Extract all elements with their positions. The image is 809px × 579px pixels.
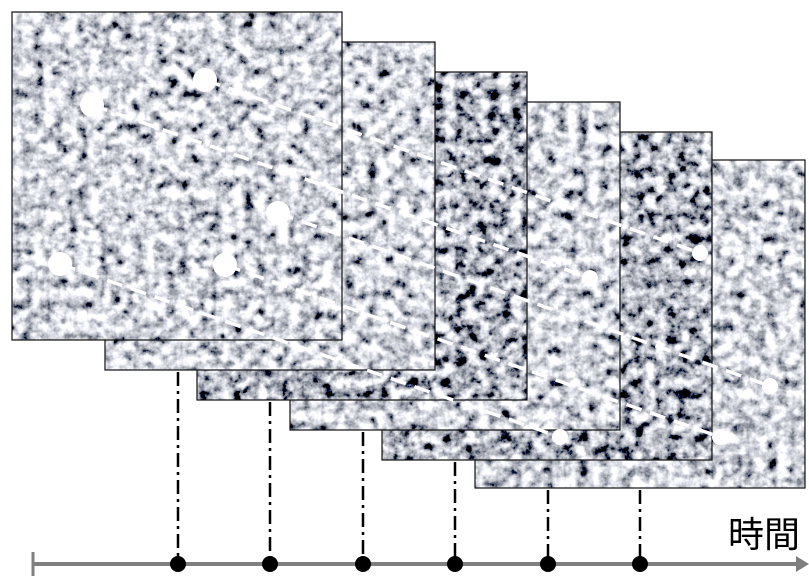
axis-arrow bbox=[796, 556, 809, 572]
point bbox=[692, 245, 708, 261]
track-line bbox=[277, 211, 771, 388]
track-line bbox=[224, 263, 721, 439]
point bbox=[712, 429, 728, 445]
point bbox=[193, 68, 217, 92]
frame-border bbox=[11, 11, 343, 341]
time-point bbox=[170, 556, 186, 572]
time-point bbox=[262, 556, 278, 572]
track-line bbox=[204, 78, 701, 255]
frames bbox=[11, 11, 806, 489]
time-links bbox=[176, 372, 642, 560]
time-point bbox=[540, 556, 556, 572]
point bbox=[582, 270, 598, 286]
point bbox=[80, 93, 104, 117]
time-point bbox=[447, 556, 463, 572]
point bbox=[213, 253, 237, 277]
track-line bbox=[91, 103, 591, 280]
tracks bbox=[59, 78, 771, 439]
time-axis: 時間 bbox=[31, 515, 809, 576]
point bbox=[552, 429, 568, 445]
time-point bbox=[355, 556, 371, 572]
point bbox=[762, 378, 778, 394]
time-point bbox=[632, 556, 648, 572]
points bbox=[48, 68, 778, 445]
track-line bbox=[59, 262, 561, 439]
axis-label: 時間 bbox=[728, 515, 800, 556]
point bbox=[266, 201, 290, 225]
point bbox=[48, 252, 72, 276]
